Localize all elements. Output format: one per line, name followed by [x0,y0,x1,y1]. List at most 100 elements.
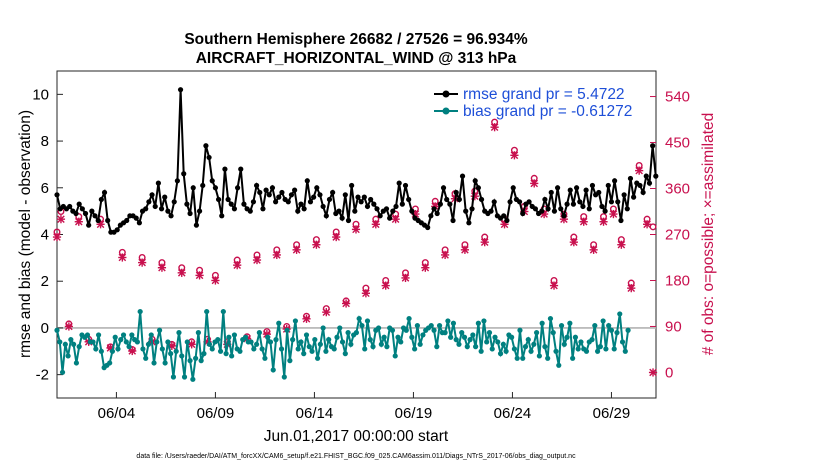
bias-point [597,344,603,350]
rmse-point [162,194,168,200]
bias-point [220,308,226,315]
left-tick-label: -2 [36,367,49,384]
bias-point [151,360,157,366]
rmse-point [298,201,304,207]
bias-point [209,346,215,352]
obs-assimilated-point [361,289,371,298]
bias-point [362,346,368,352]
left-tick-label: 4 [41,227,49,244]
rmse-point [254,182,260,189]
obs-assimilated-point [252,255,262,265]
bias-point [193,355,199,361]
rmse-point [136,220,142,226]
obs-assimilated-point [322,308,331,317]
bias-point [259,346,265,352]
bias-point [517,327,523,333]
rmse-point [257,189,263,196]
bias-point [470,332,476,338]
rmse-point [124,217,130,224]
rmse-point [554,185,561,191]
bias-point [392,353,398,359]
bias-point [520,355,526,361]
rmse-point [596,189,602,196]
bias-point [339,339,346,345]
bias-point [481,318,487,324]
bias-point [154,339,160,345]
bias-point [475,320,481,326]
rmse-point [558,206,564,212]
bias-point [204,308,210,315]
bias-point [317,341,323,347]
bias-point [181,374,188,380]
obs-assimilated-point [579,217,588,226]
bias-point [107,360,113,366]
obs-assimilated-point [549,281,559,290]
bias-point [611,346,617,352]
rmse-point [368,196,374,203]
rmse-point [295,208,301,214]
bias-point [168,351,174,357]
bias-point [561,341,567,347]
bias-point [578,339,584,345]
bias-point [215,337,221,343]
x-tick-label: 06/29 [593,405,631,422]
bias-point [73,360,80,366]
rmse-point [92,213,98,219]
footnote: data file: /Users/raeder/DAI/ATM_forcXX/… [136,453,576,460]
bias-point [375,325,382,331]
right-tick-label: 540 [665,89,690,106]
x-tick-label: 06/04 [98,405,136,422]
bias-point [173,348,179,354]
obs-assimilated-point [391,215,400,224]
rmse-point [437,201,443,207]
rmse-point [605,182,611,189]
rmse-point [501,213,507,219]
bias-point [542,344,548,350]
bias-point [417,341,423,347]
bias-point [384,344,390,350]
rmse-point [371,201,377,207]
bias-point [556,362,562,368]
rmse-point [409,208,415,214]
bias-point [229,353,235,359]
rmse-point [358,199,364,205]
bias-point [606,322,612,329]
bias-point [492,334,498,340]
bias-point [348,341,354,347]
bias-point [162,360,168,366]
obs-assimilated-point [617,240,626,249]
rmse-point [184,201,190,207]
right-tick-label: 270 [665,227,690,244]
bias-point [287,358,293,364]
bias-point [201,351,207,357]
rmse-point [89,208,95,214]
bias-point [118,337,124,343]
obs-assimilated-point [371,220,380,229]
bias-point [312,337,318,343]
x-tick-label: 06/14 [296,405,334,422]
rmse-point [352,208,358,214]
bias-point [617,311,623,317]
bias-series [54,308,631,382]
rmse-point [228,201,234,207]
bias-point [251,346,257,352]
rmse-point [101,189,108,196]
bias-point [176,330,182,336]
obs-assimilated-point [312,240,321,249]
bias-point [509,334,515,340]
bias-point [98,348,104,354]
bias-point [381,334,387,340]
rmse-point [95,217,101,224]
rmse-point [314,185,320,191]
legend-rmse-marker [442,90,450,98]
rmse-point [466,220,472,226]
bias-point [456,341,462,347]
rmse-point [640,189,646,196]
obs-assimilated-point [642,220,652,229]
rmse-point [364,203,371,210]
bias-point [398,339,404,345]
bias-point [442,330,448,336]
rmse-point [434,210,440,217]
bias-point [533,330,540,336]
x-axis-label: Jun.01,2017 00:00:00 start [264,428,449,445]
